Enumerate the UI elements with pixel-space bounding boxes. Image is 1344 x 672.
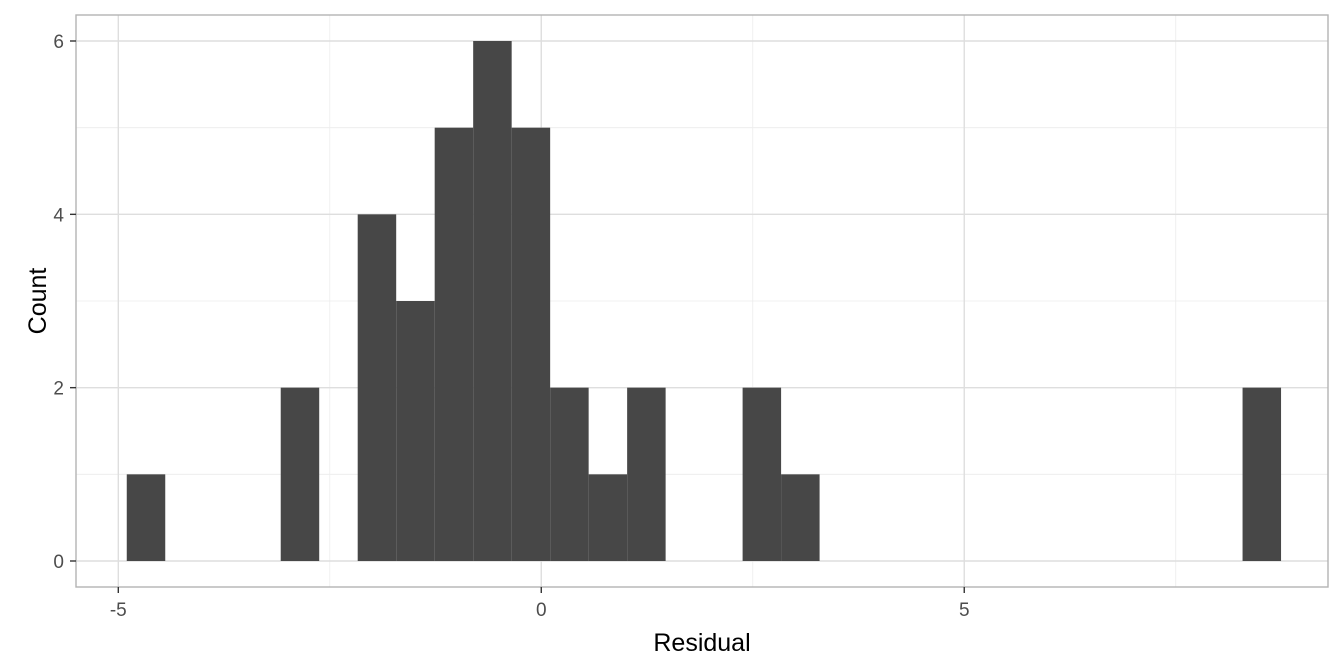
x-axis-ticks: -5 0 5 <box>110 587 970 621</box>
y-tick-label: 6 <box>53 32 64 53</box>
panel-border <box>75 14 1329 588</box>
histogram-bar <box>511 127 551 562</box>
histogram-bar <box>280 387 320 561</box>
histogram-bar <box>357 214 397 562</box>
y-tick-label: 2 <box>53 379 64 400</box>
minor-gridlines <box>76 15 1328 587</box>
histogram-bar <box>126 474 166 561</box>
x-tick-label: 5 <box>959 600 970 621</box>
histogram-bar <box>396 301 435 561</box>
histogram-bar <box>742 387 782 561</box>
histogram-bars <box>126 41 1282 562</box>
y-axis-title: Count <box>24 268 52 335</box>
histogram-bar <box>781 474 820 561</box>
histogram-bar <box>550 387 589 561</box>
x-tick-label: 0 <box>536 600 547 621</box>
histogram-bar <box>434 127 474 562</box>
histogram-bar <box>588 474 628 561</box>
histogram-bar <box>627 387 666 561</box>
y-tick-label: 0 <box>53 552 64 573</box>
x-axis-title: Residual <box>653 629 750 657</box>
histogram-bar <box>1242 387 1282 561</box>
y-tick-label: 4 <box>53 205 64 226</box>
histogram-bar <box>473 41 512 561</box>
x-tick-label: -5 <box>110 600 127 621</box>
y-axis-ticks: 0 2 4 6 <box>53 32 76 573</box>
